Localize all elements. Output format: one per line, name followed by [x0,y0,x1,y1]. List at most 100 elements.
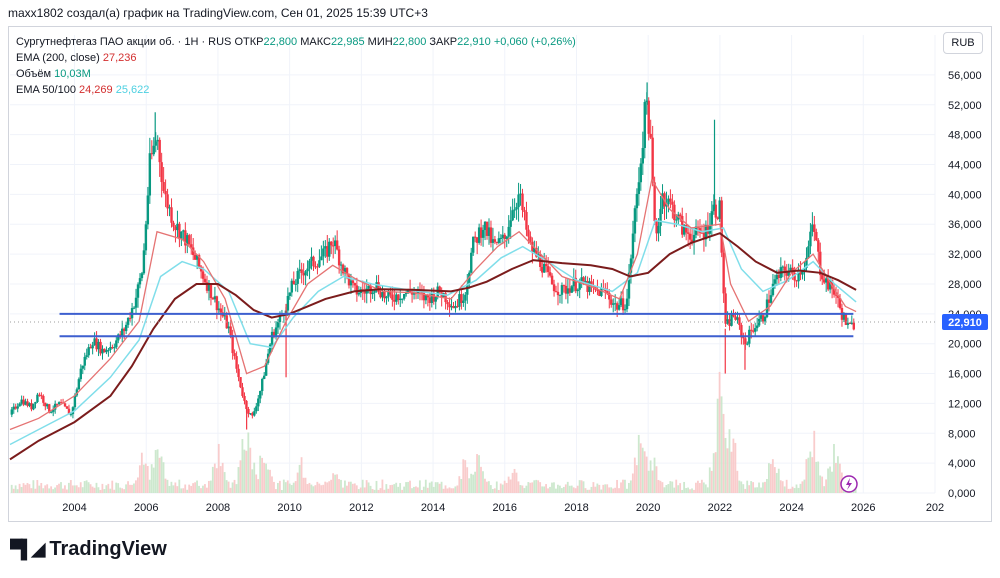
candle-body [521,193,524,211]
symbol-title[interactable]: Сургутнефтегаз ПАО акции об. · 1Н · RUS [16,36,232,48]
volume-bar [44,485,47,493]
volume-bar [357,489,360,493]
candle-body [850,322,854,324]
volume-bar [111,480,114,493]
x-tick-label: 2026 [851,502,875,514]
volume-bar [373,489,376,493]
volume-bar [491,489,494,493]
candle-body [237,368,240,378]
volume-bar [95,482,98,493]
volume-bar [535,479,538,493]
volume-bar [371,489,374,493]
volume-bar [135,480,137,493]
candle-body [562,285,566,287]
volume-bar [140,452,143,493]
candle-body [261,378,264,392]
candle-body [669,198,672,202]
legend-volume-row[interactable]: Объём 10,03M [16,66,576,82]
volume-bar [525,485,528,493]
volume-bar [718,371,721,493]
candle-body [627,272,631,299]
candle-body [304,271,307,276]
volume-bar [562,486,565,493]
volume-bar [813,430,816,493]
candle-body [128,317,132,319]
candle-body [229,326,232,336]
volume-bar [79,482,82,493]
candle-body [507,226,510,237]
volume-bar [158,457,161,493]
volume-bar [495,481,498,493]
volume-bar [734,442,737,493]
volume-bar [255,474,258,493]
candle-body [499,237,503,239]
volume-bar [186,489,189,493]
volume-bar [62,488,64,493]
candle-body [57,402,61,405]
candle-body [801,270,804,275]
volume-bar [687,487,689,493]
legend-ema50-100-row[interactable]: EMA 50/100 24,269 25,622 [16,82,576,98]
volume-bar [823,486,826,493]
candle-body [730,314,733,326]
candle-body [738,317,741,326]
candle-body [10,409,13,415]
volume-bar [385,484,388,493]
volume-bar [207,480,210,493]
candle-body [341,264,345,274]
candle-body [805,257,808,268]
volume-bar [831,471,833,493]
volume-bar [318,483,321,493]
candle-body [121,328,124,336]
volume-bar [18,483,21,493]
volume-bar [722,413,725,493]
volume-bar [156,449,159,493]
candle-body [541,267,544,273]
volume-bar [330,479,333,493]
volume-bar [247,432,250,493]
candle-body [48,404,51,413]
volume-bar [127,481,129,493]
candle-body [446,302,449,305]
volume-bar [101,483,104,493]
candle-body [111,347,114,349]
volume-bar [539,482,542,493]
candle-body [296,271,299,284]
volume-bar [121,488,124,493]
volume-bar [817,461,820,493]
x-tick-label: 2010 [277,502,301,514]
volume-bar [744,488,747,493]
candle-body [12,406,15,410]
volume-bar [308,482,311,493]
candle-body [452,306,455,309]
currency-button[interactable]: RUB [943,32,983,54]
volume-bar [103,489,106,493]
candle-body [430,292,434,303]
volume-bar [178,479,181,493]
candle-body [333,240,337,246]
brand: ▀▌◢ TradingView [10,538,167,561]
volume-bar [489,485,492,493]
volume-bar [81,487,84,493]
volume-bar [87,482,90,493]
candle-body [570,286,574,293]
volume-bar [133,483,135,493]
legend-ema200-row[interactable]: EMA (200, close) 27,236 [16,50,576,66]
candle-body [73,395,77,408]
volume-bar [77,487,80,493]
volume-bar [736,470,739,493]
candle-body [767,299,771,303]
volume-bar [144,463,147,493]
candle-body [53,403,57,410]
volume-bar [271,476,273,493]
volume-bar [300,457,303,493]
volume-bar [353,483,356,493]
volume-bar [450,488,453,493]
volume-bar [657,479,660,493]
volume-bar [188,484,191,493]
volume-bar [781,481,784,493]
volume-bar [708,467,711,493]
volume-bar [320,485,323,493]
y-tick-label: 40,000 [948,189,982,201]
